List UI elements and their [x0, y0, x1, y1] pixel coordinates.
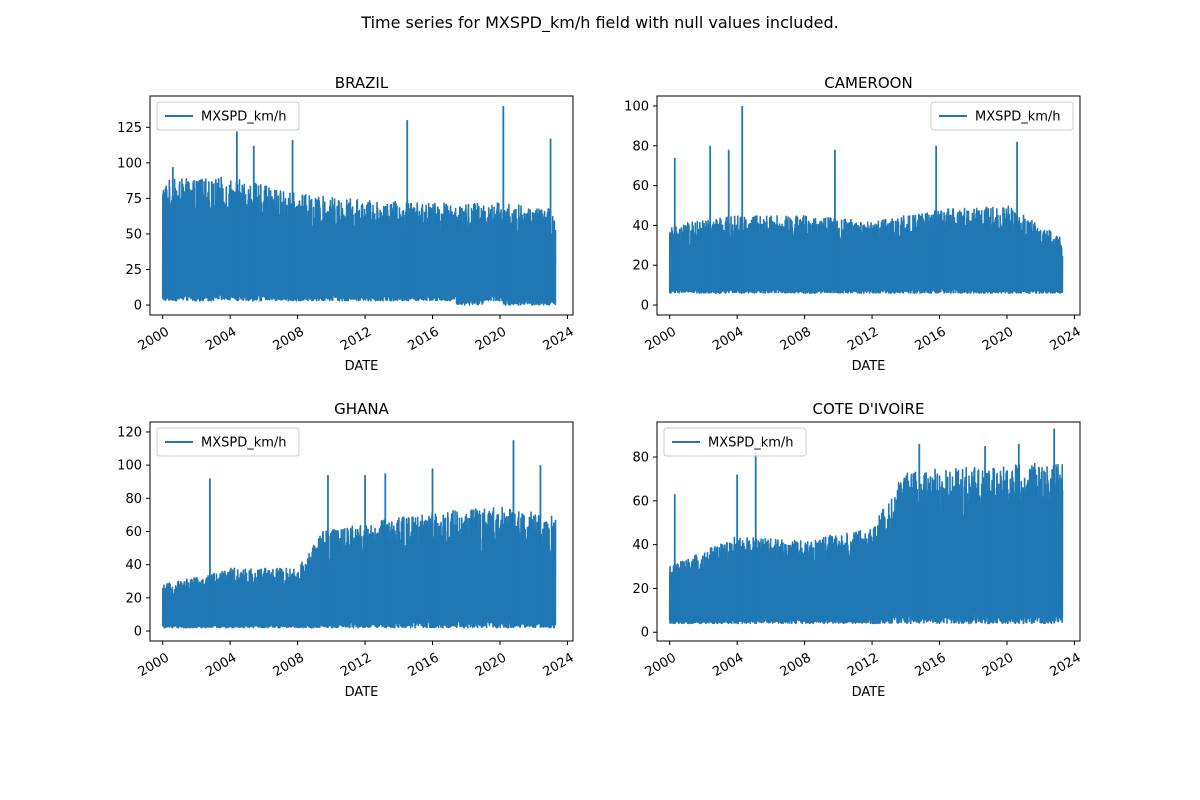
y-tick-label: 100 — [117, 156, 142, 171]
legend: MXSPD_km/h — [664, 428, 806, 456]
y-tick-label: 20 — [632, 259, 649, 274]
x-axis-label: DATE — [852, 685, 886, 700]
y-tick-label: 40 — [125, 558, 142, 573]
legend-label: MXSPD_km/h — [708, 436, 794, 451]
y-tick-label: 0 — [134, 299, 142, 314]
subplot-title: COTE D'IVOIRE — [813, 400, 925, 418]
legend: MXSPD_km/h — [931, 102, 1073, 130]
legend: MXSPD_km/h — [157, 428, 299, 456]
x-axis-label: DATE — [852, 359, 886, 374]
y-tick-label: 100 — [117, 459, 142, 474]
subplot-title: GHANA — [334, 400, 389, 418]
y-tick-label: 125 — [117, 121, 142, 136]
y-tick-label: 80 — [632, 139, 649, 154]
y-tick-label: 60 — [632, 494, 649, 509]
legend: MXSPD_km/h — [157, 102, 299, 130]
y-tick-label: 0 — [134, 625, 142, 640]
y-tick-label: 80 — [125, 492, 142, 507]
y-tick-label: 120 — [117, 425, 142, 440]
y-tick-label: 80 — [632, 451, 649, 466]
y-tick-label: 60 — [632, 179, 649, 194]
y-tick-label: 75 — [125, 192, 142, 207]
y-tick-label: 40 — [632, 538, 649, 553]
y-tick-label: 50 — [125, 227, 142, 242]
y-tick-label: 25 — [125, 263, 142, 278]
x-axis-label: DATE — [345, 359, 379, 374]
y-tick-label: 40 — [632, 219, 649, 234]
legend-label: MXSPD_km/h — [201, 110, 287, 125]
y-tick-label: 60 — [125, 525, 142, 540]
legend-label: MXSPD_km/h — [975, 110, 1061, 125]
legend-label: MXSPD_km/h — [201, 436, 287, 451]
y-tick-label: 0 — [641, 299, 649, 314]
x-axis-label: DATE — [345, 685, 379, 700]
y-tick-label: 20 — [632, 582, 649, 597]
subplot-title: CAMEROON — [824, 74, 912, 92]
y-tick-label: 100 — [624, 99, 649, 114]
subplot-title: BRAZIL — [335, 74, 389, 92]
y-tick-label: 0 — [641, 626, 649, 641]
figure-suptitle: Time series for MXSPD_km/h field with nu… — [360, 13, 838, 33]
y-tick-label: 20 — [125, 591, 142, 606]
